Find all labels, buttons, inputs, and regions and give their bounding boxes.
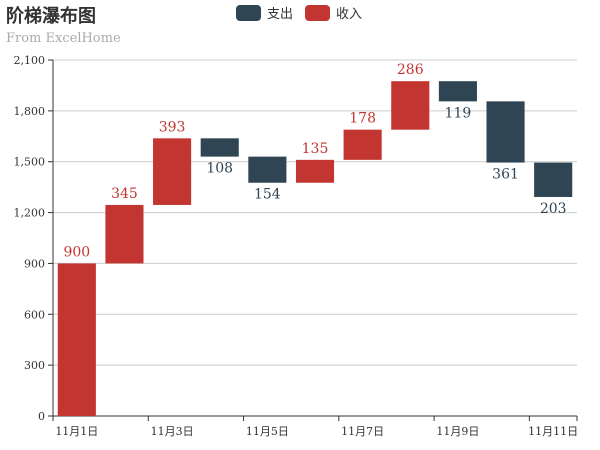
x-tick-label: 11月5日 — [246, 425, 289, 438]
bar-expense — [200, 138, 239, 157]
bar-expense — [534, 162, 573, 197]
data-label-expense: 119 — [445, 105, 472, 121]
data-label-expense: 108 — [206, 161, 233, 177]
x-tick-label: 11月11日 — [528, 425, 578, 438]
bar-income — [295, 159, 335, 183]
legend-label-income: 收入 — [336, 7, 363, 22]
data-label-income: 393 — [159, 119, 186, 135]
y-tick-label: 300 — [24, 359, 45, 372]
data-label-income: 135 — [302, 141, 329, 157]
legend-swatch-expense — [236, 4, 261, 21]
bar-expense — [248, 156, 287, 183]
bar-income — [391, 81, 430, 130]
data-label-expense: 154 — [254, 187, 281, 203]
chart-title: 阶梯瀑布图 — [6, 6, 96, 27]
x-tick-label: 11月9日 — [436, 425, 479, 438]
bar-income — [105, 204, 144, 264]
legend-item-income[interactable]: 收入 — [305, 3, 362, 22]
y-tick-label: 2,100 — [14, 54, 46, 67]
bar-income — [343, 129, 382, 160]
y-tick-label: 1,500 — [14, 156, 46, 169]
data-label-income: 286 — [397, 62, 424, 78]
bar-expense — [438, 81, 477, 102]
y-tick-label: 600 — [24, 308, 45, 321]
data-label-income: 178 — [349, 111, 376, 127]
chart-subtitle: From ExcelHome — [6, 31, 121, 46]
data-label-expense: 203 — [540, 201, 567, 217]
legend-label-expense: 支出 — [267, 7, 294, 22]
legend: 支出 收入 — [236, 3, 362, 22]
y-tick-label: 0 — [38, 410, 45, 423]
data-label-income: 345 — [111, 186, 138, 202]
legend-swatch-income — [305, 4, 331, 21]
bar-income — [153, 138, 192, 205]
data-label-income: 900 — [63, 244, 90, 260]
legend-item-expense[interactable]: 支出 — [236, 3, 293, 22]
y-tick-label: 1,800 — [14, 105, 46, 118]
y-tick-label: 900 — [24, 257, 45, 270]
y-tick-label: 1,200 — [14, 207, 46, 220]
x-tick-label: 11月7日 — [341, 425, 384, 438]
x-tick-label: 11月3日 — [151, 425, 194, 438]
x-tick-label: 11月1日 — [55, 425, 98, 438]
bar-income — [57, 263, 96, 416]
bar-expense — [486, 101, 525, 163]
data-label-expense: 361 — [492, 167, 519, 183]
